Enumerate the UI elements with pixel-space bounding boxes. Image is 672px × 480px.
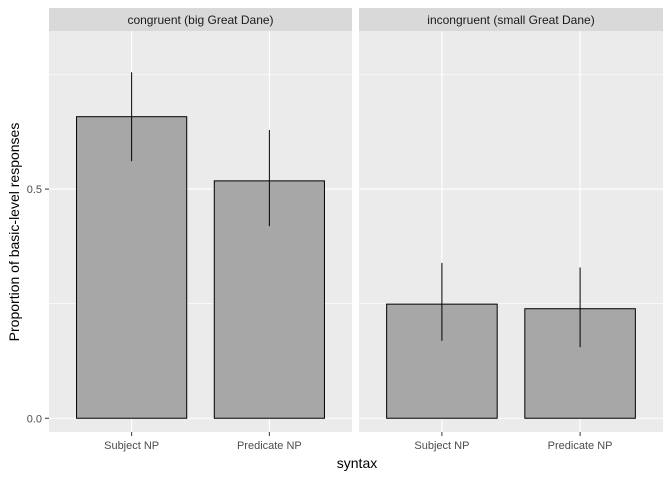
facet-strip [49, 8, 352, 31]
bar [76, 116, 188, 419]
x-tick-label: Subject NP [104, 440, 159, 452]
x-tick-label: Predicate NP [548, 440, 613, 452]
facet-strip-label: congruent (big Great Dane) [127, 13, 273, 27]
x-axis-title: syntax [337, 455, 377, 471]
x-tick-label: Predicate NP [237, 440, 302, 452]
facet-panel: congruent (big Great Dane) Subject NP Pred… [49, 8, 352, 452]
facet-strip-label: incongruent (small Great Dane) [427, 13, 594, 27]
panels-layer: congruent (big Great Dane) Subject NP Pred… [49, 8, 663, 452]
facet-strip [359, 8, 663, 31]
y-tick-label: 0.0 [27, 413, 42, 425]
facet-panel: incongruent (small Great Dane) Subject NP… [359, 8, 663, 452]
y-axis: 0.0 0.5 [27, 184, 49, 425]
y-tick-label: 0.5 [27, 184, 42, 196]
y-axis-title: Proportion of basic-level responses [6, 123, 22, 342]
x-tick-label: Subject NP [414, 440, 469, 452]
